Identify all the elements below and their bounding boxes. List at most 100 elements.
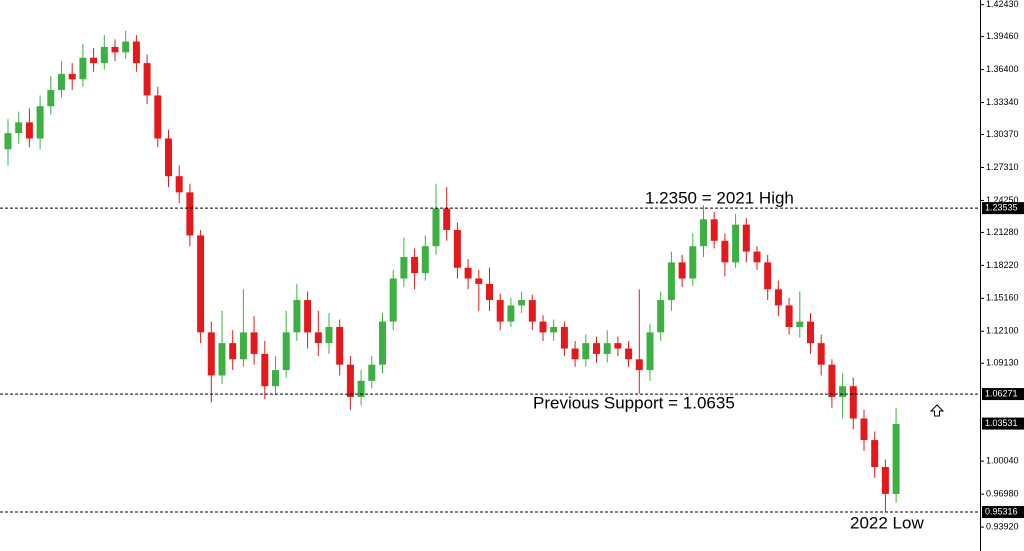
candle-body: [132, 41, 140, 64]
candle-body: [839, 386, 847, 397]
candle-body: [100, 46, 108, 64]
candle-body: [593, 343, 600, 354]
candle-body: [475, 278, 483, 284]
candle-body: [603, 343, 611, 354]
candle-body: [453, 230, 461, 268]
candle-body: [721, 240, 729, 263]
candle-body: [250, 332, 258, 354]
y-tick-label: 1.18220: [986, 260, 1019, 270]
candle-body: [4, 133, 12, 150]
candle-body: [625, 348, 633, 360]
up-arrow-icon: [929, 404, 945, 417]
annotation: Previous Support = 1.0635: [533, 393, 735, 412]
candle-body: [571, 348, 579, 360]
y-tick-label: 1.39460: [986, 31, 1019, 41]
candle-body: [47, 90, 55, 107]
candle-body: [90, 57, 98, 64]
candle-body: [272, 370, 279, 387]
candle-body: [710, 219, 718, 241]
candle-body: [411, 256, 419, 274]
candle-body: [111, 46, 119, 53]
candle-body: [732, 224, 740, 263]
candle-body: [507, 305, 515, 322]
current-price-box: [982, 417, 1024, 430]
candle-body: [175, 176, 183, 193]
candle-body: [165, 138, 172, 177]
candle-body: [892, 423, 900, 494]
candle-body: [293, 300, 301, 333]
candle-body: [881, 466, 889, 494]
candle-body: [742, 224, 750, 252]
candle-body: [486, 283, 493, 301]
candle-body: [421, 246, 429, 274]
candle-body: [550, 326, 558, 333]
candle-body: [143, 63, 151, 96]
candle-body: [678, 262, 686, 279]
y-tick-label: 1.24250: [986, 195, 1019, 205]
candle-body: [25, 122, 33, 139]
candle-body: [785, 305, 793, 327]
candle-body: [207, 332, 215, 376]
candle-body: [154, 95, 162, 139]
y-tick-label: 1.27310: [986, 162, 1019, 172]
y-tick-label: 1.33340: [986, 97, 1019, 107]
candle-body: [186, 192, 194, 236]
level-label-box: [982, 388, 1024, 401]
candle-body: [528, 300, 536, 322]
y-tick-label: 1.12100: [986, 326, 1019, 336]
candle-body: [379, 321, 386, 365]
candle-body: [860, 418, 868, 441]
level-label: 1.23535: [985, 203, 1018, 213]
candle-body: [496, 300, 504, 322]
candle-body: [197, 235, 205, 333]
candle-body: [282, 332, 290, 371]
y-tick-label: 1.21280: [986, 227, 1019, 237]
candle-body: [218, 343, 226, 376]
candle-body: [700, 219, 707, 247]
candle-body: [764, 262, 772, 290]
annotation: 1.2350 = 2021 High: [645, 188, 794, 207]
candle-body: [15, 122, 23, 134]
plot-area: [4, 30, 900, 513]
candle-body: [336, 326, 344, 365]
candle-body: [796, 321, 804, 327]
candle-body: [582, 343, 590, 360]
candle-body: [368, 364, 376, 381]
candle-body: [518, 300, 526, 306]
annotation: 2022 Low: [850, 513, 924, 532]
candle-body: [828, 364, 836, 397]
candle-body: [635, 359, 643, 371]
y-tick-label: 1.30370: [986, 129, 1019, 139]
candle-body: [389, 278, 397, 322]
candle-body: [849, 386, 857, 419]
candle-body: [346, 364, 354, 397]
candle-body: [753, 251, 761, 263]
candle-body: [79, 57, 87, 80]
y-tick-label: 1.00040: [986, 456, 1019, 466]
candle-body: [539, 321, 547, 333]
y-tick-label: 0.93920: [986, 521, 1019, 531]
y-tick-label: 0.96980: [986, 489, 1019, 499]
candle-body: [122, 41, 130, 53]
level-label: 0.95316: [985, 506, 1018, 516]
candle-body: [667, 262, 675, 301]
candle-body: [774, 289, 782, 306]
y-tick-label: 1.15160: [986, 293, 1019, 303]
candle-body: [817, 343, 825, 365]
candle-body: [325, 326, 333, 344]
current-price-label: 1.03531: [985, 418, 1018, 428]
y-tick-label: 1.36400: [986, 64, 1019, 74]
candle-body: [36, 106, 44, 139]
candle-body: [58, 73, 65, 91]
candle-body: [871, 440, 879, 467]
candle-body: [239, 332, 247, 360]
candle-body: [261, 353, 269, 387]
candle-body: [304, 300, 312, 333]
level-label-box: [982, 202, 1024, 215]
y-tick-label: 1.09130: [986, 358, 1019, 368]
candle-body: [400, 256, 408, 279]
candle-body: [68, 73, 76, 80]
candle-body: [229, 343, 237, 360]
candle-body: [689, 246, 697, 279]
candle-body: [646, 332, 654, 371]
